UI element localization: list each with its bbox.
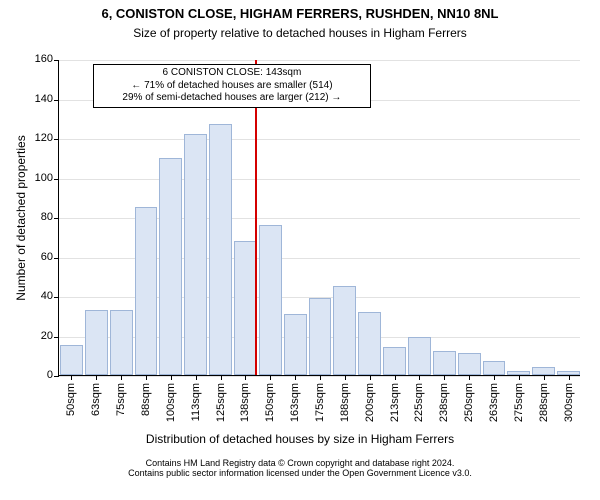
annotation-line: 29% of semi-detached houses are larger (… <box>100 92 364 105</box>
xtick-label: 288sqm <box>538 383 550 422</box>
ytick-label: 40 <box>41 290 53 302</box>
xtick-mark <box>245 375 246 380</box>
xtick-mark <box>419 375 420 380</box>
xtick-mark <box>171 375 172 380</box>
chart-subtitle: Size of property relative to detached ho… <box>0 26 600 40</box>
histogram-bar <box>234 241 257 375</box>
xtick-mark <box>320 375 321 380</box>
histogram-bar <box>483 361 506 375</box>
xtick-mark <box>395 375 396 380</box>
xtick-mark <box>96 375 97 380</box>
annotation-line: ← 71% of detached houses are smaller (51… <box>100 80 364 93</box>
xtick-label: 200sqm <box>364 383 376 422</box>
xtick-mark <box>196 375 197 380</box>
ytick-mark <box>54 218 59 219</box>
xtick-label: 275sqm <box>513 383 525 422</box>
xtick-label: 263sqm <box>488 383 500 422</box>
histogram-bar <box>309 298 332 375</box>
ytick-mark <box>54 376 59 377</box>
ytick-label: 160 <box>35 53 53 65</box>
histogram-bar <box>408 337 431 375</box>
xtick-label: 125sqm <box>215 383 227 422</box>
annotation-line: 6 CONISTON CLOSE: 143sqm <box>100 67 364 80</box>
annotation-box: 6 CONISTON CLOSE: 143sqm← 71% of detache… <box>93 64 371 108</box>
xtick-mark <box>146 375 147 380</box>
gridline <box>59 179 580 180</box>
ytick-mark <box>54 179 59 180</box>
xtick-mark <box>469 375 470 380</box>
plot-area: 02040608010012014016050sqm63sqm75sqm88sq… <box>58 60 580 376</box>
ytick-mark <box>54 60 59 61</box>
histogram-bar <box>284 314 307 375</box>
ytick-label: 80 <box>41 211 53 223</box>
histogram-bar <box>259 225 282 375</box>
ytick-mark <box>54 337 59 338</box>
xtick-label: 188sqm <box>339 383 351 422</box>
xtick-label: 213sqm <box>389 383 401 422</box>
xtick-label: 225sqm <box>413 383 425 422</box>
credit-line: Contains HM Land Registry data © Crown c… <box>0 458 600 468</box>
ytick-mark <box>54 100 59 101</box>
xtick-label: 163sqm <box>289 383 301 422</box>
xtick-mark <box>221 375 222 380</box>
histogram-bar <box>159 158 182 375</box>
histogram-bar <box>458 353 481 375</box>
xtick-mark <box>370 375 371 380</box>
xtick-label: 100sqm <box>165 383 177 422</box>
xtick-label: 150sqm <box>264 383 276 422</box>
xtick-mark <box>494 375 495 380</box>
histogram-bar <box>135 207 158 375</box>
xtick-mark <box>295 375 296 380</box>
xtick-label: 238sqm <box>438 383 450 422</box>
credit-text: Contains HM Land Registry data © Crown c… <box>0 458 600 478</box>
xtick-mark <box>544 375 545 380</box>
histogram-bar <box>358 312 381 375</box>
xtick-mark <box>519 375 520 380</box>
histogram-bar <box>110 310 133 375</box>
histogram-bar <box>60 345 83 375</box>
credit-line: Contains public sector information licen… <box>0 468 600 478</box>
gridline <box>59 60 580 61</box>
histogram-bar <box>85 310 108 375</box>
histogram-bar <box>184 134 207 375</box>
xtick-mark <box>71 375 72 380</box>
xtick-label: 113sqm <box>190 383 202 421</box>
chart-title: 6, CONISTON CLOSE, HIGHAM FERRERS, RUSHD… <box>0 6 600 21</box>
ytick-label: 20 <box>41 330 53 342</box>
ytick-label: 0 <box>47 369 53 381</box>
histogram-bar <box>383 347 406 375</box>
xtick-label: 175sqm <box>314 383 326 422</box>
xtick-mark <box>270 375 271 380</box>
histogram-bar <box>433 351 456 375</box>
y-axis-label: Number of detached properties <box>14 60 28 376</box>
gridline <box>59 139 580 140</box>
ytick-label: 140 <box>35 93 53 105</box>
xtick-label: 250sqm <box>463 383 475 422</box>
x-axis-label: Distribution of detached houses by size … <box>0 432 600 446</box>
histogram-bar <box>209 124 232 375</box>
histogram-chart: 6, CONISTON CLOSE, HIGHAM FERRERS, RUSHD… <box>0 0 600 500</box>
xtick-label: 50sqm <box>65 383 77 416</box>
xtick-mark <box>569 375 570 380</box>
xtick-mark <box>444 375 445 380</box>
histogram-bar <box>333 286 356 375</box>
xtick-label: 88sqm <box>140 383 152 416</box>
ytick-mark <box>54 297 59 298</box>
xtick-label: 63sqm <box>90 383 102 416</box>
ytick-mark <box>54 258 59 259</box>
xtick-mark <box>345 375 346 380</box>
xtick-label: 300sqm <box>563 383 575 422</box>
ytick-label: 100 <box>35 172 53 184</box>
xtick-label: 75sqm <box>115 383 127 416</box>
ytick-label: 60 <box>41 251 53 263</box>
ytick-mark <box>54 139 59 140</box>
xtick-mark <box>121 375 122 380</box>
ytick-label: 120 <box>35 132 53 144</box>
xtick-label: 138sqm <box>239 383 251 422</box>
histogram-bar <box>532 367 555 375</box>
